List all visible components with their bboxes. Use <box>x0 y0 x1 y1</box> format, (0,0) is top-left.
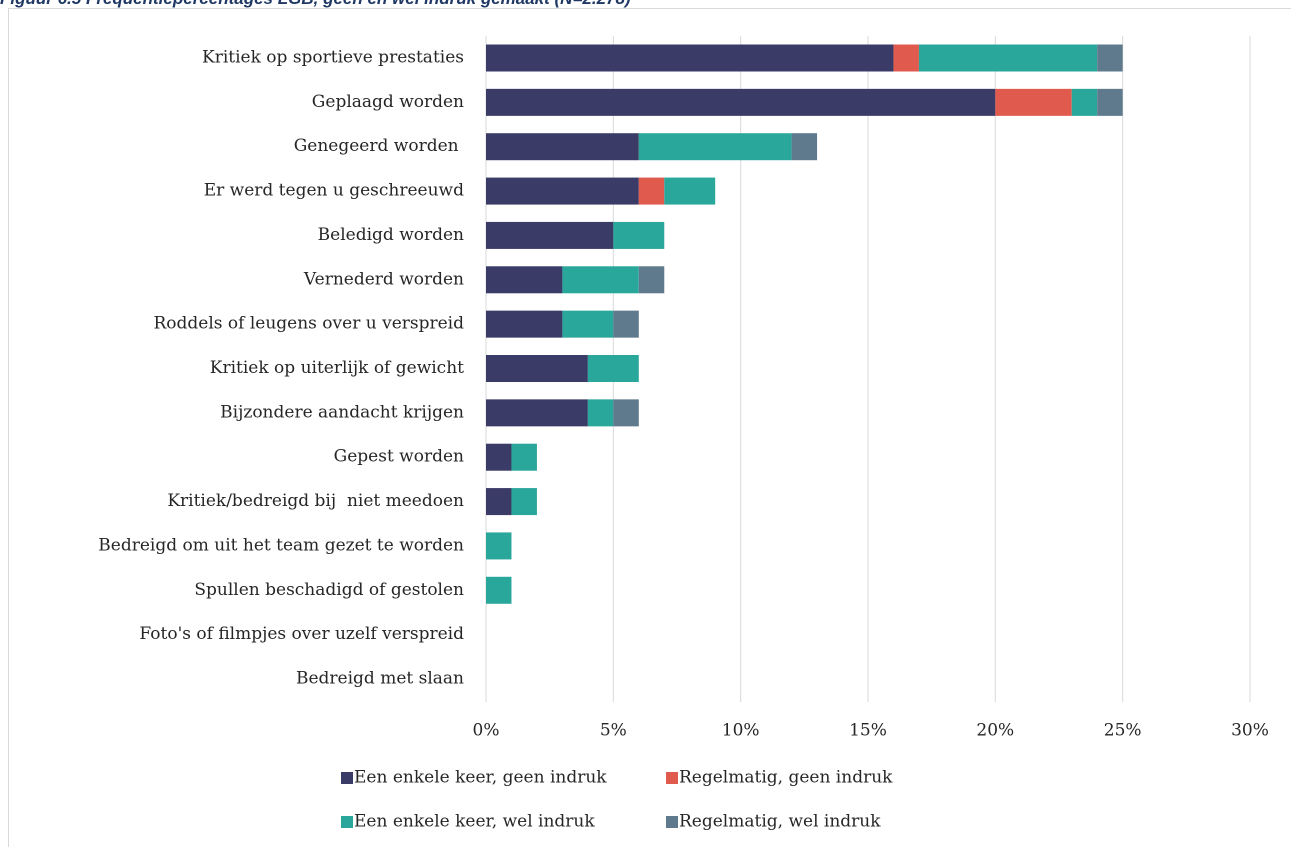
y-tick-label: Bedreigd om uit het team gezet te worden <box>98 535 464 555</box>
bar-segment <box>587 355 639 382</box>
bar-segment <box>791 133 818 161</box>
x-tick-label: 30% <box>1231 721 1269 741</box>
x-tick-label: 5% <box>600 721 627 741</box>
bar-segment <box>893 44 919 72</box>
chart-title: Figuur 6.5 Frequentiepercentages LGB, ge… <box>0 0 631 8</box>
x-tick-label: 25% <box>1104 721 1142 741</box>
bar-segment <box>486 88 996 116</box>
bar-segment <box>638 133 792 161</box>
bar-segment <box>1097 44 1123 72</box>
bar-segment <box>486 532 512 560</box>
bar-segment <box>587 399 614 427</box>
bar-segment <box>562 310 614 338</box>
y-tick-label: Kritiek op sportieve prestaties <box>202 48 464 68</box>
x-tick-label: 15% <box>849 721 887 741</box>
legend-swatch <box>666 772 678 784</box>
bar-segment <box>511 443 537 471</box>
legend-swatch <box>341 816 353 828</box>
y-tick-label: Beledigd worden <box>318 225 464 245</box>
x-tick-label: 10% <box>722 721 760 741</box>
bar-segment <box>1097 88 1123 116</box>
x-tick-label: 20% <box>976 721 1014 741</box>
y-tick-label: Er werd tegen u geschreeuwd <box>204 181 464 201</box>
y-tick-label: Kritiek/bedreigd bij niet meedoen <box>167 491 464 511</box>
y-tick-label: Vernederd worden <box>303 269 464 289</box>
y-tick-label: Bijzondere aandacht krijgen <box>220 402 464 422</box>
bar-segment <box>486 177 639 205</box>
bar-segment <box>613 221 665 249</box>
bar-segment <box>486 44 894 72</box>
legend-label: Regelmatig, wel indruk <box>679 812 881 832</box>
bar-segment <box>638 177 665 205</box>
bar-segment <box>613 399 639 427</box>
bar-segment <box>486 443 512 471</box>
y-tick-label: Spullen beschadigd of gestolen <box>194 580 464 600</box>
legend-label: Een enkele keer, wel indruk <box>354 812 595 832</box>
chart-frame <box>8 8 1291 847</box>
y-tick-label: Geplaagd worden <box>312 92 464 112</box>
bar-segment <box>613 310 639 338</box>
legend-label: Regelmatig, geen indruk <box>679 768 893 788</box>
x-tick-label: 0% <box>473 721 500 741</box>
bar-segment <box>995 88 1072 116</box>
legend-swatch <box>666 816 678 828</box>
y-tick-label: Roddels of leugens over u verspreid <box>153 314 464 334</box>
bar-segment <box>511 488 537 516</box>
y-tick-label: Genegeerd worden <box>294 136 464 156</box>
y-tick-label: Gepest worden <box>334 447 464 467</box>
bar-segment <box>486 399 588 427</box>
bar-segment <box>562 266 639 294</box>
bar-segment <box>1071 88 1098 116</box>
bar-segment <box>664 177 716 205</box>
bar-segment <box>486 310 563 338</box>
bar-segment <box>486 576 512 604</box>
bar-segment <box>486 133 639 161</box>
bar-segment <box>486 488 512 516</box>
bar-segment <box>918 44 1098 72</box>
y-tick-label: Bedreigd met slaan <box>296 669 464 689</box>
legend-label: Een enkele keer, geen indruk <box>354 768 607 788</box>
y-tick-label: Foto's of filmpjes over uzelf verspreid <box>139 624 464 644</box>
legend-swatch <box>341 772 353 784</box>
y-tick-label: Kritiek op uiterlijk of gewicht <box>210 358 464 378</box>
bar-segment <box>638 266 665 294</box>
bar-segment <box>486 266 563 294</box>
bar-segment <box>486 221 614 249</box>
bar-segment <box>486 355 588 382</box>
